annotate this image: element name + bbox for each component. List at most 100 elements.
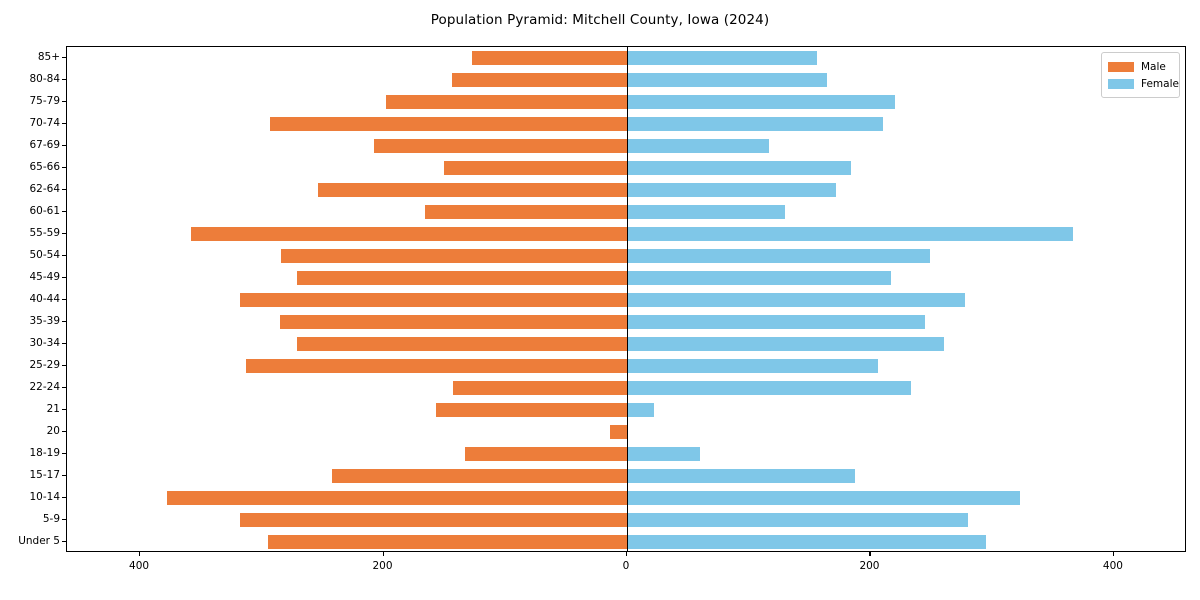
bar-row: [67, 95, 1185, 109]
x-axis-tick-label: 0: [622, 560, 630, 572]
y-axis-tick-mark: [62, 431, 66, 433]
bar-male[interactable]: [239, 293, 627, 307]
y-axis-tick-label: 62-64: [29, 183, 60, 195]
x-axis-tick-mark: [382, 552, 384, 556]
bar-female[interactable]: [627, 139, 770, 153]
bar-male[interactable]: [245, 359, 627, 373]
bar-female[interactable]: [627, 315, 926, 329]
bar-male[interactable]: [373, 139, 627, 153]
zero-axis-line: [627, 47, 629, 551]
bar-female[interactable]: [627, 469, 855, 483]
y-axis-tick-label: 10-14: [29, 491, 60, 503]
bar-male[interactable]: [267, 535, 627, 549]
bar-male[interactable]: [465, 447, 627, 461]
legend-item-male[interactable]: Male: [1108, 58, 1173, 75]
bar-male[interactable]: [297, 337, 627, 351]
y-axis-tick-mark: [62, 101, 66, 103]
y-axis-tick-label: 15-17: [29, 469, 60, 481]
y-axis-tick-mark: [62, 453, 66, 455]
bar-male[interactable]: [452, 381, 627, 395]
bar-female[interactable]: [627, 447, 701, 461]
bar-female[interactable]: [627, 381, 911, 395]
bar-male[interactable]: [444, 161, 627, 175]
y-axis-tick-label: 35-39: [29, 315, 60, 327]
bar-row: [67, 161, 1185, 175]
bar-row: [67, 447, 1185, 461]
bar-female[interactable]: [627, 73, 827, 87]
bar-female[interactable]: [627, 183, 837, 197]
y-axis-tick-label: 55-59: [29, 227, 60, 239]
y-axis-tick-mark: [62, 519, 66, 521]
y-axis-tick-mark: [62, 189, 66, 191]
bar-female[interactable]: [627, 117, 883, 131]
bar-male[interactable]: [280, 315, 627, 329]
bar-male[interactable]: [385, 95, 627, 109]
bar-female[interactable]: [627, 271, 892, 285]
y-axis-tick-mark: [62, 145, 66, 147]
y-axis-tick-label: 65-66: [29, 161, 60, 173]
bar-male[interactable]: [424, 205, 627, 219]
bar-female[interactable]: [627, 491, 1021, 505]
y-axis-tick-label: 75-79: [29, 95, 60, 107]
bar-male[interactable]: [472, 51, 627, 65]
y-axis-tick-mark: [62, 79, 66, 81]
legend-label-male: Male: [1141, 60, 1166, 73]
bar-row: [67, 139, 1185, 153]
bar-row: [67, 535, 1185, 549]
bar-female[interactable]: [627, 293, 966, 307]
bar-male[interactable]: [609, 425, 627, 439]
chart-legend: Male Female: [1101, 52, 1180, 98]
bar-female[interactable]: [627, 403, 654, 417]
bar-male[interactable]: [332, 469, 627, 483]
bar-female[interactable]: [627, 227, 1073, 241]
y-axis-tick-label: 25-29: [29, 359, 60, 371]
y-axis-tick-mark: [62, 387, 66, 389]
bar-female[interactable]: [627, 337, 944, 351]
bar-male[interactable]: [435, 403, 627, 417]
bar-male[interactable]: [191, 227, 627, 241]
bar-female[interactable]: [627, 359, 878, 373]
bar-male[interactable]: [451, 73, 627, 87]
bar-row: [67, 469, 1185, 483]
bar-row: [67, 425, 1185, 439]
y-axis-tick-mark: [62, 167, 66, 169]
bar-male[interactable]: [297, 271, 627, 285]
y-axis-tick-label: 60-61: [29, 205, 60, 217]
legend-item-female[interactable]: Female: [1108, 75, 1179, 92]
y-axis-tick-mark: [62, 343, 66, 345]
chart-title: Population Pyramid: Mitchell County, Iow…: [430, 12, 770, 28]
bar-female[interactable]: [627, 205, 786, 219]
bar-female[interactable]: [627, 535, 987, 549]
y-axis-tick-label: 21: [46, 403, 60, 415]
bar-male[interactable]: [239, 513, 627, 527]
bar-female[interactable]: [627, 95, 895, 109]
y-axis-tick-mark: [62, 321, 66, 323]
bar-male[interactable]: [317, 183, 627, 197]
bar-female[interactable]: [627, 51, 817, 65]
bar-row: [67, 73, 1185, 87]
plot-area: [66, 46, 1186, 552]
y-axis-tick-label: Under 5: [18, 535, 60, 547]
y-axis-tick-mark: [62, 57, 66, 59]
bar-row: [67, 491, 1185, 505]
bar-male[interactable]: [281, 249, 627, 263]
y-axis-tick-mark: [62, 541, 66, 543]
bar-female[interactable]: [627, 249, 931, 263]
bar-male[interactable]: [270, 117, 627, 131]
y-axis-tick-mark: [62, 365, 66, 367]
bar-row: [67, 403, 1185, 417]
x-axis-tick-label: 200: [859, 560, 880, 572]
bar-female[interactable]: [627, 513, 968, 527]
bar-row: [67, 117, 1185, 131]
y-axis-tick-label: 80-84: [29, 73, 60, 85]
y-axis-tick-label: 20: [46, 425, 60, 437]
bar-male[interactable]: [166, 491, 627, 505]
bar-female[interactable]: [627, 161, 851, 175]
y-axis-tick-label: 85+: [37, 51, 60, 63]
x-axis-tick-mark: [1112, 552, 1115, 556]
y-axis-tick-mark: [62, 497, 66, 499]
x-axis-tick-mark: [626, 552, 628, 556]
y-axis-tick-label: 30-34: [29, 337, 60, 349]
bar-row: [67, 205, 1185, 219]
y-axis-tick-mark: [62, 277, 66, 279]
